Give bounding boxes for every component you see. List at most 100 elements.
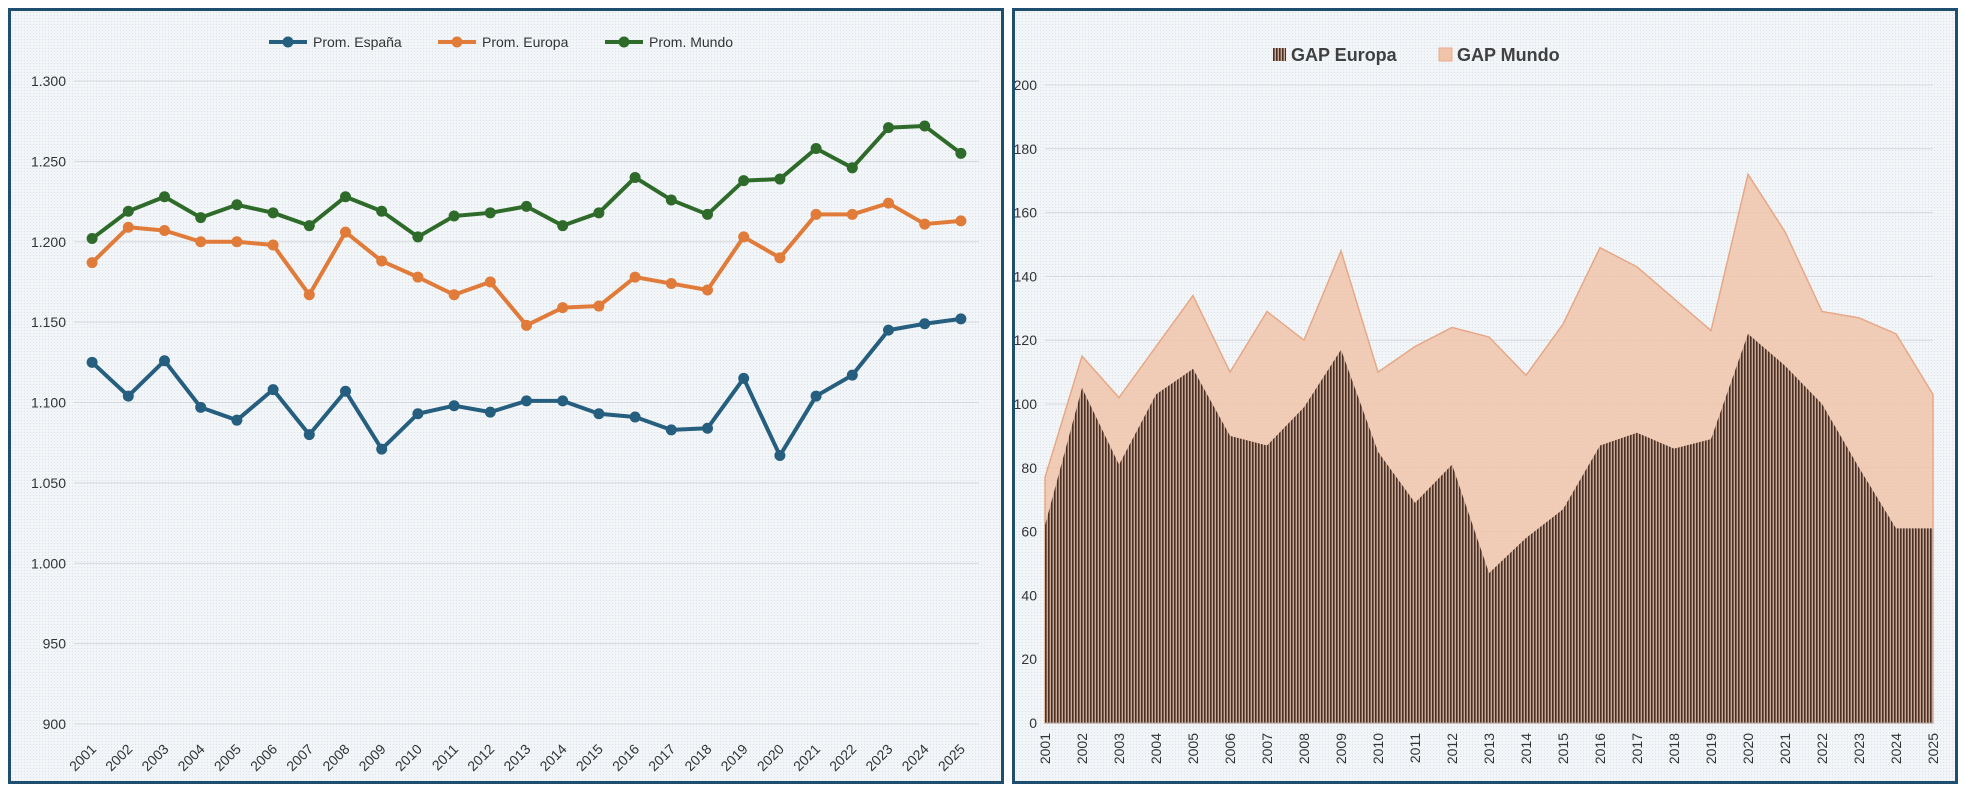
legend-marker-3 [618, 36, 630, 48]
y-tick-label: 180 [1015, 141, 1037, 157]
data-point [521, 319, 532, 331]
y-tick-label: 1.150 [31, 314, 66, 330]
data-point [738, 231, 750, 243]
y-tick-label: 20 [1021, 651, 1037, 667]
x-tick-label: 2012 [464, 741, 497, 774]
data-point [267, 207, 279, 219]
data-point [774, 450, 786, 462]
x-tick-label: 2016 [1592, 733, 1608, 764]
data-point [665, 278, 677, 290]
data-point [231, 199, 243, 211]
data-point [629, 411, 641, 423]
data-point [340, 226, 351, 238]
data-point [376, 255, 388, 267]
x-tick-label: 2004 [1148, 733, 1164, 764]
data-point [159, 355, 170, 367]
data-point [593, 408, 605, 420]
data-point [303, 289, 315, 301]
x-tick-label: 2014 [1518, 733, 1534, 764]
x-tick-label: 2015 [1555, 733, 1571, 764]
data-point [557, 302, 569, 314]
data-point [919, 218, 931, 230]
data-point [303, 429, 315, 441]
y-tick-label: 1.200 [31, 234, 66, 250]
x-tick-label: 2023 [862, 741, 895, 774]
data-point [122, 221, 134, 233]
x-tick-label: 2009 [1333, 733, 1349, 764]
y-tick-label: 60 [1021, 524, 1037, 540]
data-point [738, 372, 750, 384]
data-point [340, 385, 351, 397]
data-point [702, 284, 713, 296]
right-chart-panel: 200 180 160 140 120 100 80 60 40 20 0 2001 2002 2003 2… [1012, 8, 1958, 784]
data-point [955, 215, 967, 227]
x-tick-label: 2018 [1666, 733, 1682, 764]
x-tick-label: 2015 [573, 741, 606, 774]
series-line-2 [90, 201, 962, 328]
data-point [629, 171, 641, 183]
legend-swatch-gap-europa [1273, 48, 1286, 61]
x-tick-label: 2002 [102, 741, 135, 774]
data-point [412, 408, 424, 420]
data-point [376, 205, 388, 217]
data-point [484, 207, 496, 219]
x-tick-label: 2024 [1888, 733, 1904, 764]
x-tick-label: 2005 [1185, 733, 1201, 764]
x-tick-label: 2004 [174, 741, 207, 774]
data-point [303, 220, 315, 232]
x-tick-label: 2013 [500, 741, 533, 774]
x-tick-label: 2025 [1925, 733, 1941, 764]
x-tick-label: 2017 [645, 741, 678, 774]
data-point [774, 252, 786, 264]
y-tick-label: 140 [1015, 268, 1037, 284]
x-tick-label: 2021 [790, 741, 823, 774]
data-point [448, 289, 460, 301]
data-point [412, 271, 424, 283]
data-point [955, 313, 967, 325]
area-gap-europa [1045, 333, 1933, 723]
data-point [231, 236, 243, 248]
data-point [376, 443, 388, 455]
data-point [267, 384, 279, 396]
data-point [159, 224, 170, 236]
data-point [521, 395, 532, 407]
data-point [702, 208, 713, 220]
data-point [86, 257, 98, 269]
legend-swatch-gap-mundo [1438, 47, 1453, 62]
x-tick-label: 2025 [935, 741, 968, 774]
y-tick-label: 900 [43, 716, 67, 732]
series-line-1 [90, 316, 962, 458]
y-tick-label: 80 [1021, 460, 1037, 476]
x-tick-label: 2021 [1777, 733, 1793, 764]
y-tick-label: 160 [1015, 205, 1037, 221]
data-point [846, 162, 858, 174]
data-point [86, 233, 98, 245]
legend-label-2: Prom. Europa [482, 34, 569, 50]
data-point [774, 173, 786, 185]
x-tick-label: 2009 [355, 741, 388, 774]
data-point [846, 369, 858, 381]
data-point [340, 191, 351, 203]
x-tick-label: 2011 [1407, 733, 1423, 763]
data-point [448, 400, 460, 412]
x-tick-label: 2005 [211, 741, 244, 774]
x-tick-label: 2017 [1629, 733, 1645, 764]
y-tick-label: 120 [1015, 332, 1037, 348]
x-tick-label: 2019 [1703, 733, 1719, 764]
data-point [810, 390, 822, 402]
x-tick-label: 2002 [1074, 733, 1090, 764]
data-point [883, 324, 894, 336]
data-point [665, 424, 677, 436]
y-tick-label: 1.050 [31, 475, 66, 491]
x-tick-label: 2006 [1222, 733, 1238, 764]
data-point [593, 207, 605, 219]
y-tick-label: 950 [43, 636, 67, 652]
y-tick-label: 1.300 [31, 73, 66, 89]
data-point [412, 231, 424, 243]
data-point [159, 191, 170, 203]
data-point [195, 236, 207, 248]
data-point [883, 122, 894, 134]
x-tick-label: 2003 [1111, 733, 1127, 764]
data-point [593, 300, 605, 312]
